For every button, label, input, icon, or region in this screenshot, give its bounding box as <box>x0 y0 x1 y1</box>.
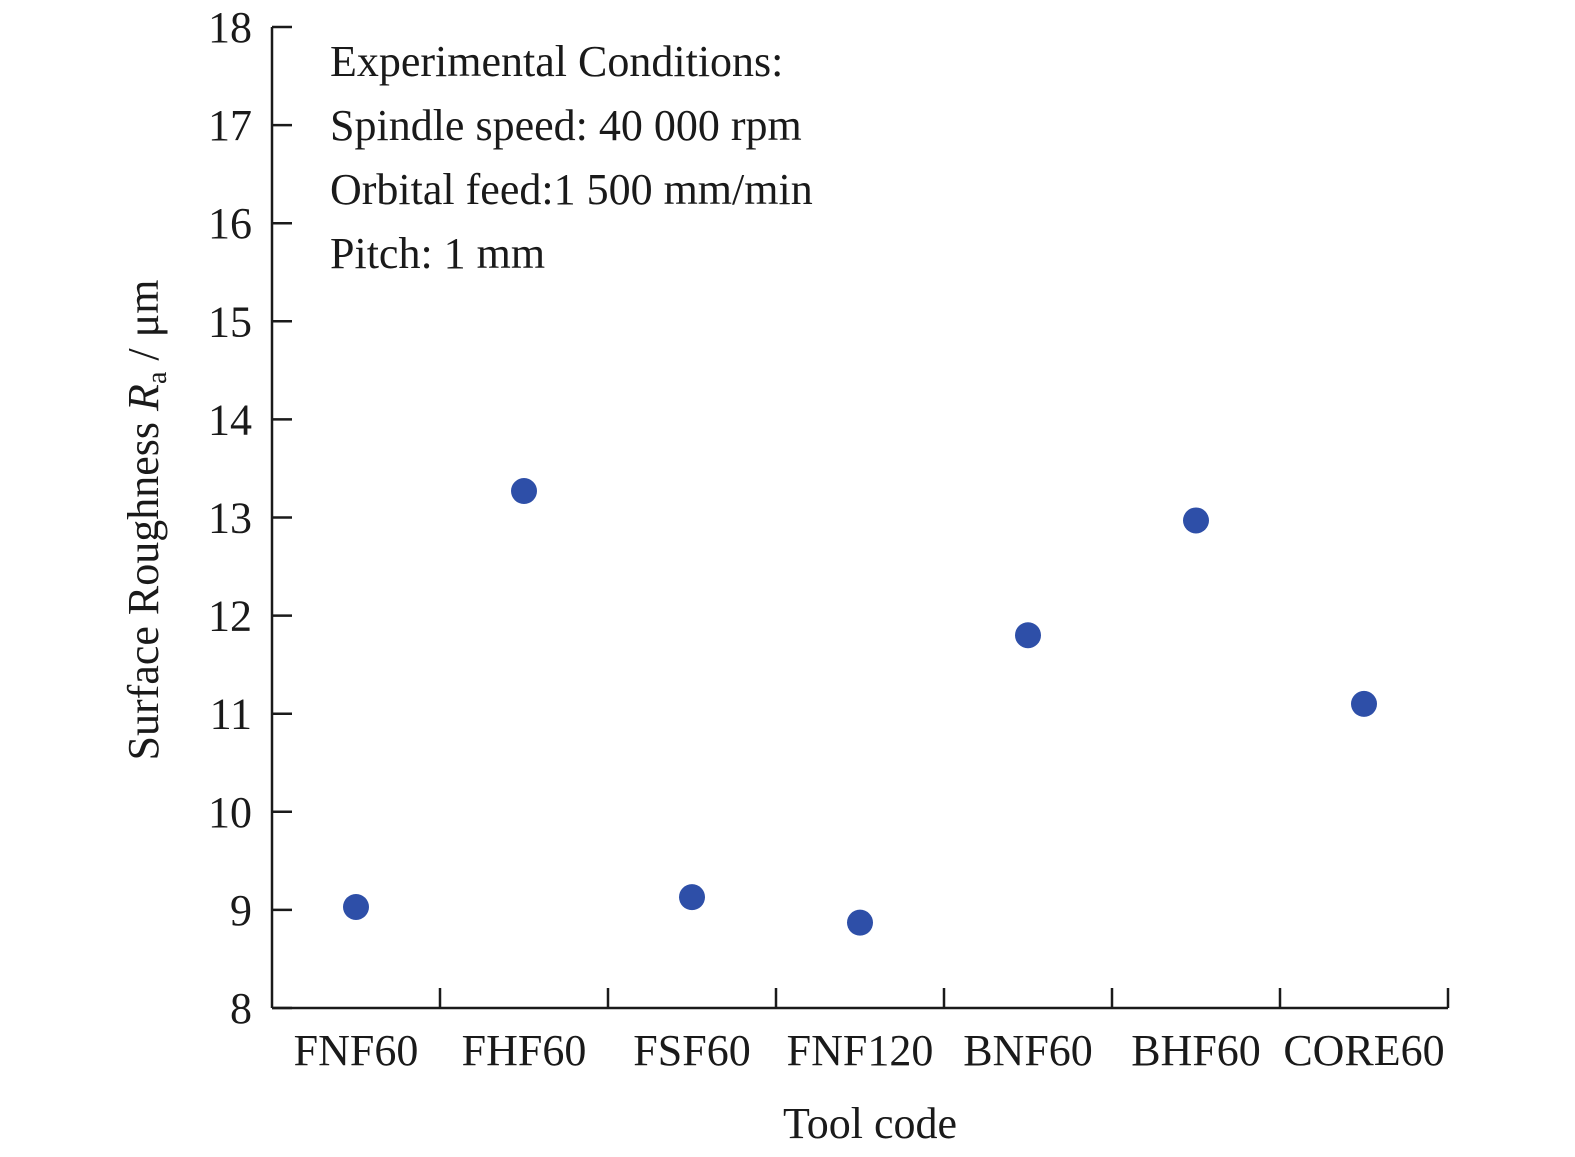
data-points <box>343 478 1377 936</box>
y-tick-label: 13 <box>208 494 252 543</box>
x-axis-ticks: FNF60 FHF60 FSF60 FNF120 BNF60 BHF60 CORE60 <box>294 988 1450 1075</box>
x-tick-label: BNF60 <box>963 1026 1093 1075</box>
annotation-line: Orbital feed:1 500 mm/min <box>330 165 813 214</box>
x-tick-label: CORE60 <box>1283 1026 1444 1075</box>
experimental-conditions-annotation: Experimental Conditions: Spindle speed: 4… <box>330 37 813 278</box>
annotation-line: Pitch: 1 mm <box>330 229 545 278</box>
data-point <box>511 478 537 505</box>
y-tick-label: 11 <box>210 690 252 739</box>
y-tick-label: 18 <box>208 3 252 52</box>
annotation-line: Experimental Conditions: <box>330 37 783 86</box>
data-point <box>1183 507 1209 534</box>
data-point <box>1015 622 1041 649</box>
y-tick-label: 10 <box>208 788 252 837</box>
x-tick-label: FHF60 <box>462 1026 587 1075</box>
x-tick-label: FNF120 <box>787 1026 934 1075</box>
annotation-line: Spindle speed: 40 000 rpm <box>330 101 802 150</box>
y-tick-label: 9 <box>230 886 252 935</box>
y-axis-title: Surface Roughness Ra / μm <box>119 280 173 761</box>
y-axis-title-symbol: R <box>119 384 168 412</box>
y-tick-label: 12 <box>208 592 252 641</box>
y-tick-label: 8 <box>230 984 252 1033</box>
x-tick-label: BHF60 <box>1131 1026 1261 1075</box>
x-tick-label: FSF60 <box>633 1026 750 1075</box>
data-point <box>847 909 873 936</box>
y-axis-title-subscript: a <box>142 371 173 384</box>
data-point <box>1351 690 1377 717</box>
y-axis-title-suffix: / μm <box>119 280 168 372</box>
y-tick-label: 16 <box>208 199 252 248</box>
data-point <box>679 884 705 911</box>
data-point <box>343 893 369 920</box>
y-axis-title-prefix: Surface Roughness <box>119 411 168 761</box>
y-tick-label: 17 <box>208 101 252 150</box>
x-axis-title: Tool code <box>783 1099 957 1148</box>
x-tick-label: FNF60 <box>294 1026 419 1075</box>
y-tick-label: 14 <box>208 395 252 444</box>
y-axis-ticks: 8 9 10 11 12 13 14 15 16 17 18 <box>208 3 292 1033</box>
y-tick-label: 15 <box>208 297 252 346</box>
